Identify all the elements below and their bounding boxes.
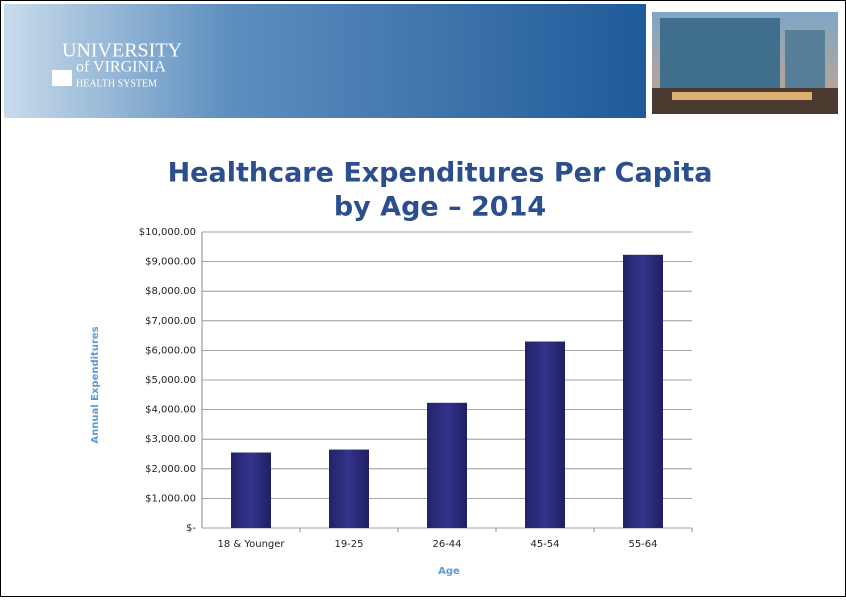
logo: UNIVERSITY of VIRGINIA HEALTH SYSTEM — [52, 40, 182, 89]
y-tick-label: $7,000.00 — [145, 316, 196, 327]
y-tick-label: $8,000.00 — [145, 286, 196, 297]
y-tick-label: $2,000.00 — [145, 464, 196, 475]
y-tick-label: $5,000.00 — [145, 375, 196, 386]
logo-line: UNIVERSITY — [62, 40, 182, 62]
y-tick-label: $9,000.00 — [145, 257, 196, 268]
bar — [525, 341, 565, 528]
logo-line: HEALTH SYSTEM — [76, 78, 157, 89]
x-tick-label: 18 & Younger — [217, 539, 285, 550]
bar — [231, 452, 271, 528]
bar — [623, 254, 663, 529]
bar — [427, 402, 467, 528]
chart-title: by Age – 2014 — [334, 192, 546, 223]
x-tick-label: 45-54 — [530, 539, 559, 550]
y-tick-label: $1,000.00 — [145, 493, 196, 504]
bar — [329, 449, 369, 528]
x-axis-label: Age — [438, 566, 460, 577]
y-tick-label: $- — [186, 523, 196, 534]
chart-title: Healthcare Expenditures Per Capita — [168, 158, 713, 189]
y-tick-label: $10,000.00 — [139, 227, 196, 238]
y-tick-label: $4,000.00 — [145, 405, 196, 416]
logo-line: of VIRGINIA — [76, 59, 166, 76]
x-tick-label: 26-44 — [432, 539, 461, 550]
logo-icon — [52, 70, 72, 86]
y-tick-label: $6,000.00 — [145, 345, 196, 356]
x-tick-label: 55-64 — [628, 539, 657, 550]
x-tick-label: 19-25 — [334, 539, 363, 550]
header-band — [4, 4, 646, 118]
y-axis-label: Annual Expenditures — [90, 326, 101, 443]
y-tick-label: $3,000.00 — [145, 434, 196, 445]
photo — [652, 12, 838, 114]
